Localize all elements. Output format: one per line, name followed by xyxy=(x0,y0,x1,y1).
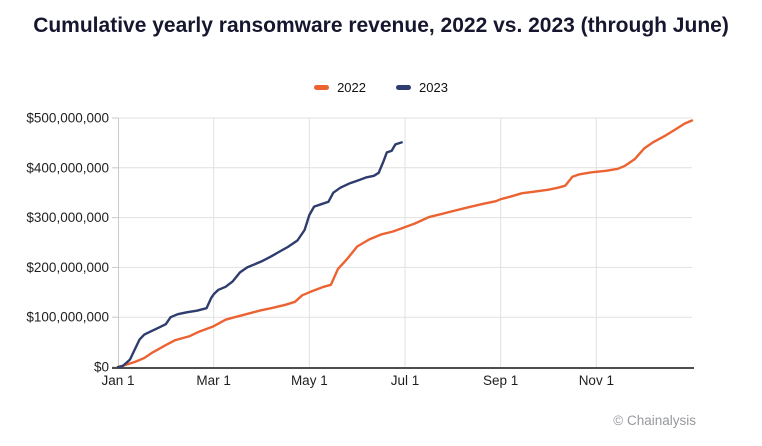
y-tick-label: $0 xyxy=(94,360,109,375)
x-tick-label: Jul 1 xyxy=(391,373,420,388)
legend-swatch-2023-icon xyxy=(396,85,411,90)
y-tick-label: $300,000,000 xyxy=(26,210,109,225)
x-tick-label: Jan 1 xyxy=(101,373,134,388)
chart-legend: 2022 2023 xyxy=(0,80,762,95)
x-tick-label: May 1 xyxy=(291,373,328,388)
y-tick-label: $200,000,000 xyxy=(26,260,109,275)
legend-label-2022: 2022 xyxy=(337,80,366,95)
x-tick-label: Mar 1 xyxy=(196,373,231,388)
chart-title: Cumulative yearly ransomware revenue, 20… xyxy=(33,14,729,37)
series-line-2022 xyxy=(116,119,694,369)
legend-label-2023: 2023 xyxy=(419,80,448,95)
x-tick-label: Sep 1 xyxy=(483,373,518,388)
legend-item-2022: 2022 xyxy=(314,80,366,95)
y-tick-label: $500,000,000 xyxy=(26,111,109,126)
y-tick-label: $400,000,000 xyxy=(26,160,109,175)
x-tick-label: Nov 1 xyxy=(579,373,614,388)
attribution: © Chainalysis xyxy=(613,413,696,428)
legend-swatch-2022-icon xyxy=(314,85,330,90)
series-line-2023 xyxy=(116,141,403,369)
y-tick-label: $100,000,000 xyxy=(26,310,109,325)
legend-item-2023: 2023 xyxy=(396,80,448,95)
